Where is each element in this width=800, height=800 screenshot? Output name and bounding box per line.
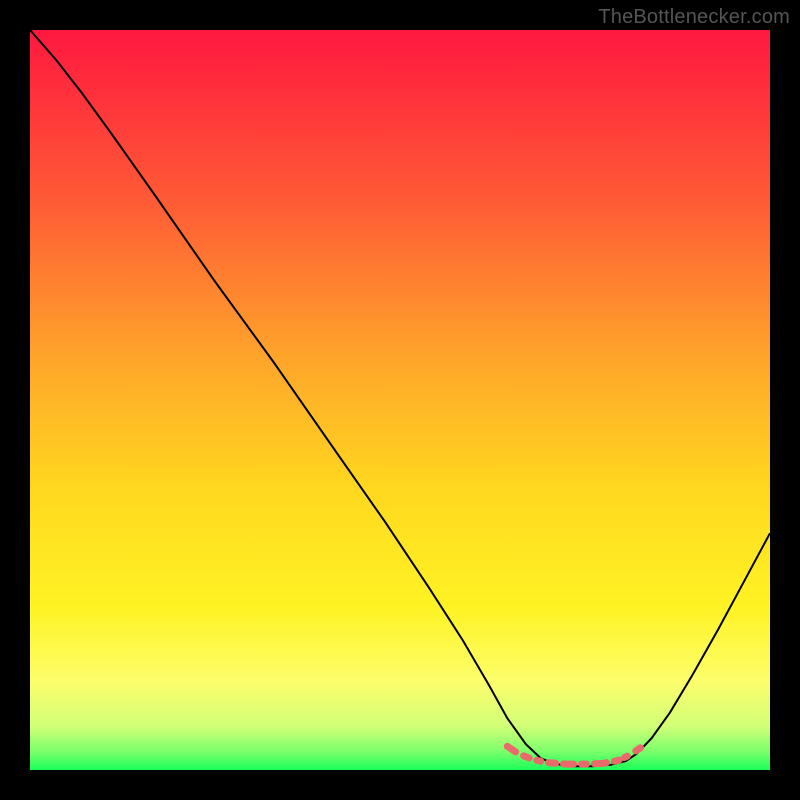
chart-svg <box>30 30 770 770</box>
plot-background <box>30 30 770 770</box>
bottleneck-chart <box>30 30 770 770</box>
watermark-text: TheBottlenecker.com <box>598 6 790 29</box>
